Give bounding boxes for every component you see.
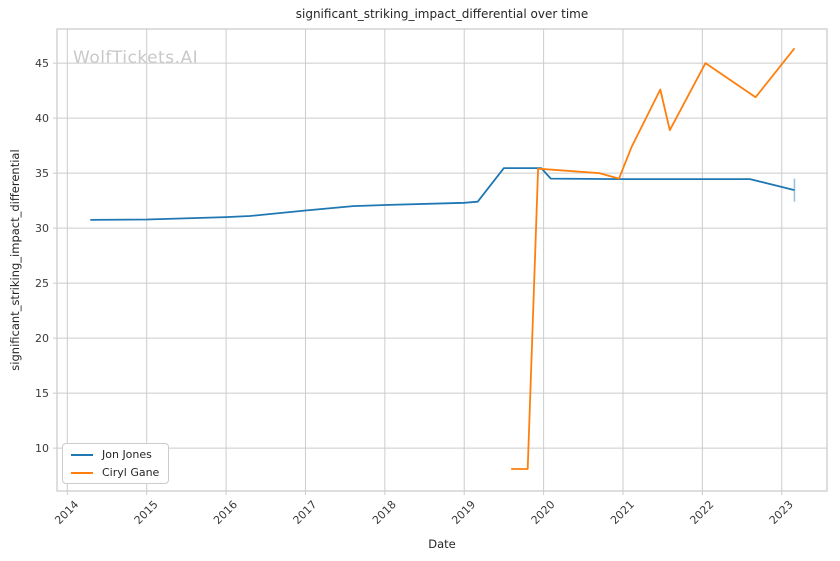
x-tick-label: 2021 — [608, 498, 637, 527]
x-tick-label: 2015 — [132, 498, 161, 527]
y-axis-label: significant_striking_impact_differential — [8, 149, 22, 371]
y-tick-label: 40 — [35, 112, 49, 125]
series-line-ciryl-gane — [511, 47, 796, 470]
x-axis-label: Date — [428, 537, 456, 551]
series-line-jon-jones — [90, 167, 795, 221]
legend-item-ciryl-gane: Ciryl Gane — [71, 466, 168, 479]
y-tick-label: 45 — [35, 57, 49, 70]
x-tick-label: 2017 — [290, 498, 319, 527]
y-tick-label: 30 — [35, 222, 49, 235]
x-tick-label: 2020 — [529, 498, 558, 527]
x-tick-label: 2023 — [767, 498, 796, 527]
y-tick-label: 10 — [35, 442, 49, 455]
legend-line-swatch-ciryl-gane — [71, 471, 93, 474]
y-tick-label: 35 — [35, 167, 49, 180]
watermark: WolfTickets.AI — [73, 48, 199, 68]
legend-label-ciryl-gane: Ciryl Gane — [102, 466, 160, 479]
legend-label-jon-jones: Jon Jones — [102, 448, 152, 461]
legend: Jon Jones Ciryl Gane — [62, 443, 169, 484]
plot-background — [57, 29, 827, 491]
x-tick-label: 2019 — [449, 498, 478, 527]
y-tick-label: 20 — [35, 332, 49, 345]
x-tick-label: 2018 — [370, 498, 399, 527]
chart-title: significant_striking_impact_differential… — [295, 7, 589, 21]
legend-item-jon-jones: Jon Jones — [71, 448, 168, 461]
x-tick-label: 2022 — [687, 498, 716, 527]
x-tick-label: 2014 — [52, 498, 81, 527]
plot-border — [56, 28, 828, 492]
x-tick-label: 2016 — [211, 498, 240, 527]
y-tick-label: 15 — [35, 387, 49, 400]
y-tick-label: 25 — [35, 277, 49, 290]
legend-line-swatch-jon-jones — [71, 453, 93, 456]
